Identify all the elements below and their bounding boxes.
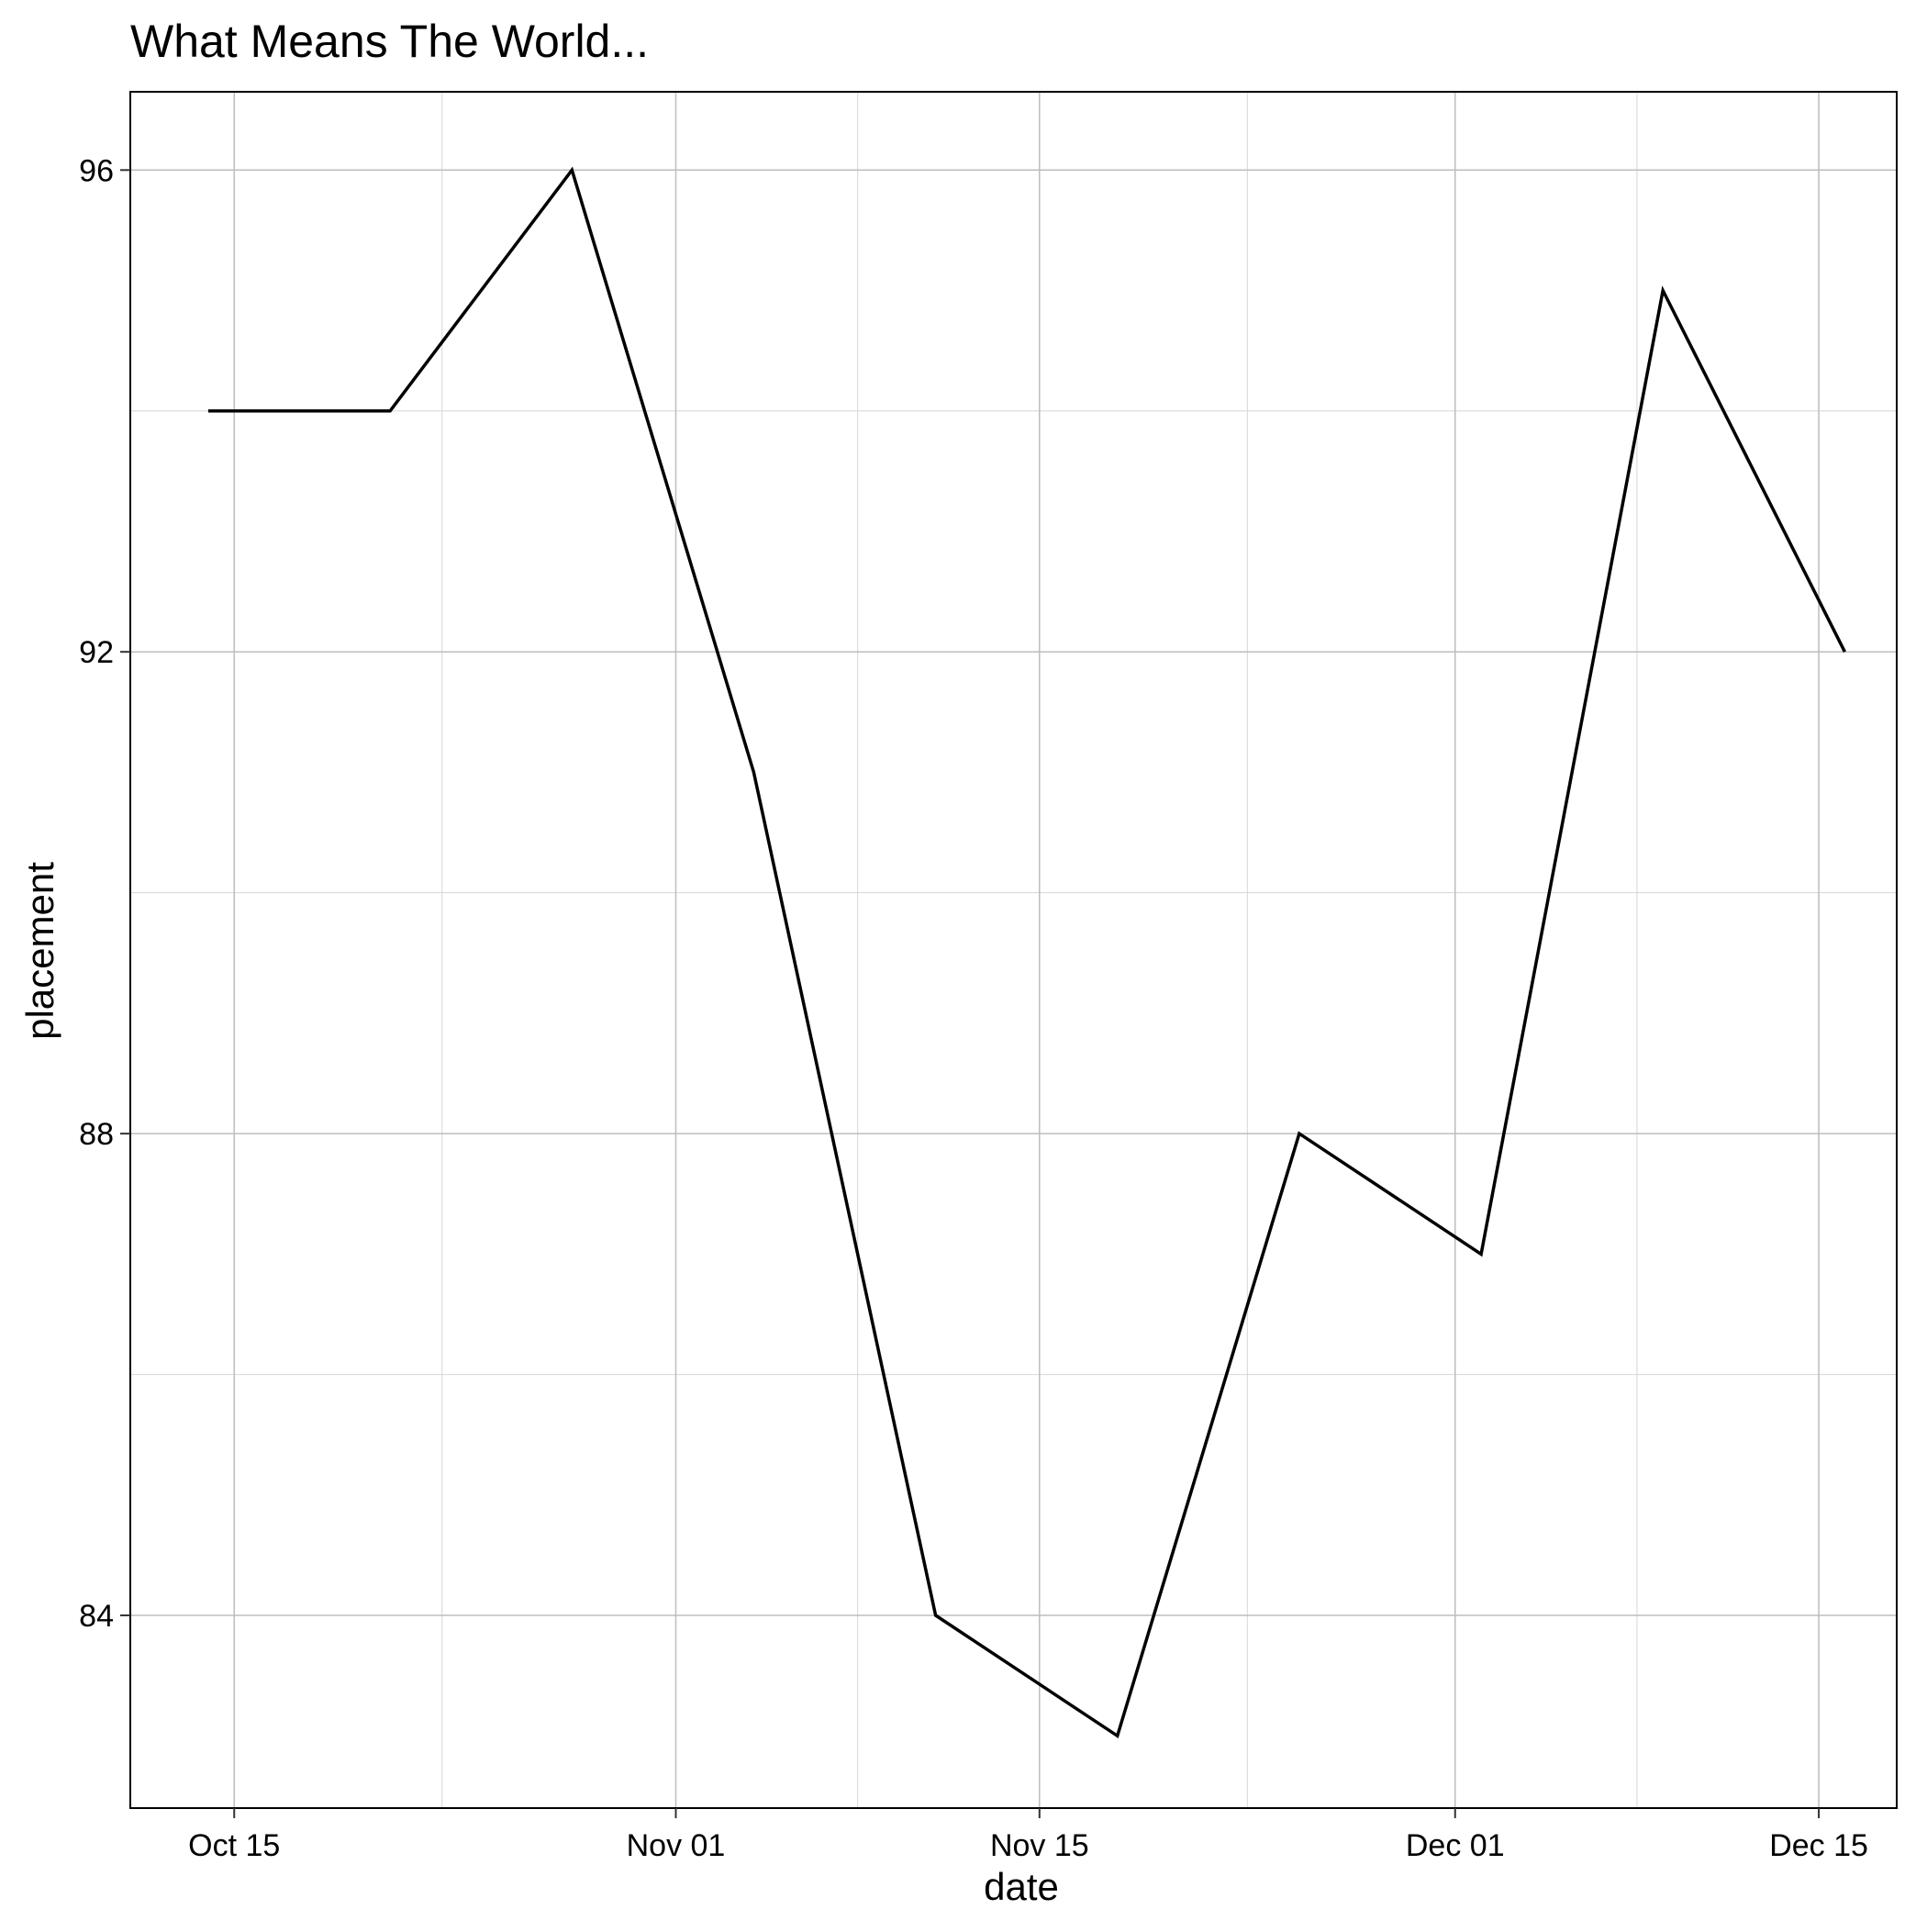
series-line xyxy=(207,166,1846,1739)
y-axis-title: placement xyxy=(18,862,61,1040)
series-layer xyxy=(207,166,1846,1739)
x-tick-label: Nov 01 xyxy=(627,1828,726,1863)
x-tick-label: Dec 01 xyxy=(1406,1828,1505,1863)
x-tick-label: Nov 15 xyxy=(990,1828,1089,1863)
chart-title: What Means The World... xyxy=(130,16,649,67)
x-axis-title: date xyxy=(984,1865,1059,1908)
plot-frame xyxy=(129,91,1898,1809)
x-tick-label: Oct 15 xyxy=(188,1828,280,1863)
x-tick-label: Dec 15 xyxy=(1769,1828,1868,1863)
y-tick-label: 84 xyxy=(79,1599,114,1634)
y-tick-label: 92 xyxy=(79,635,114,670)
y-tick-label: 88 xyxy=(79,1117,114,1152)
axis-ticks: Oct 15 Nov 01 Nov 15 Dec 01 Dec 15 84 88 92 96 xyxy=(79,153,1868,1863)
grid-lines xyxy=(130,92,1897,1808)
y-tick-label: 96 xyxy=(79,153,114,188)
